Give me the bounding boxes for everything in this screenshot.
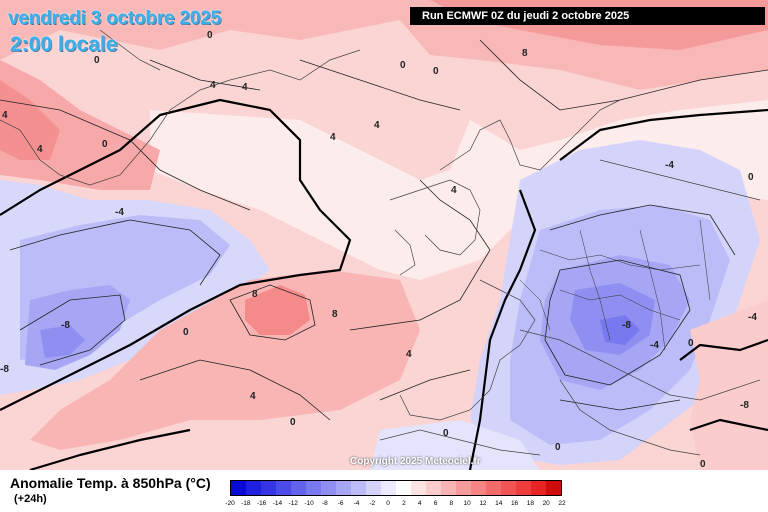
scale-swatch bbox=[456, 481, 471, 495]
scale-swatch bbox=[471, 481, 486, 495]
contour-label: 4 bbox=[210, 80, 216, 91]
scale-swatch bbox=[306, 481, 321, 495]
parameter-title: Anomalie Temp. à 850hPa (°C) bbox=[10, 475, 211, 491]
scale-label: -12 bbox=[288, 500, 298, 507]
scale-label: 18 bbox=[526, 500, 534, 507]
color-scale-labels: -20 -18 -16 -14 -12 -10 -8 -6 -4 -2 0 2 4 6 8 10 12 14 16 1… bbox=[225, 500, 570, 510]
contour-label: 0 bbox=[183, 327, 189, 338]
contour-label: -8 bbox=[740, 400, 749, 411]
scale-swatch bbox=[246, 481, 261, 495]
scale-swatch bbox=[501, 481, 516, 495]
contour-label: 0 bbox=[748, 172, 754, 183]
scale-label: 4 bbox=[417, 500, 422, 507]
scale-swatch bbox=[276, 481, 291, 495]
contour-label: 0 bbox=[700, 459, 706, 470]
scale-label: 0 bbox=[386, 500, 390, 507]
scale-label: 14 bbox=[495, 500, 503, 507]
run-banner: Run ECMWF 0Z du jeudi 2 octobre 2025 bbox=[410, 7, 765, 25]
color-scale bbox=[230, 480, 562, 496]
forecast-date: vendredi 3 octobre 2025 bbox=[8, 8, 221, 29]
contour-label: 0 bbox=[94, 55, 100, 66]
temperature-anomaly-map: 0 0 0 0 4 4 4 4 4 4 4 4 4 -4 -4 -4 -4 -8… bbox=[0, 0, 768, 470]
scale-swatch bbox=[396, 481, 411, 495]
scale-swatch bbox=[291, 481, 306, 495]
scale-label: 16 bbox=[510, 500, 519, 507]
lead-time: (+24h) bbox=[14, 493, 47, 505]
scale-swatch bbox=[366, 481, 381, 495]
contour-label: 4 bbox=[2, 110, 8, 121]
contour-label: -4 bbox=[665, 160, 674, 171]
contour-label: 4 bbox=[374, 120, 380, 131]
contour-label: 0 bbox=[433, 66, 439, 77]
contour-label: -4 bbox=[748, 312, 757, 323]
contour-label: -4 bbox=[650, 340, 659, 351]
contour-label: 8 bbox=[252, 289, 258, 300]
contour-label: 0 bbox=[290, 417, 296, 428]
scale-label: 6 bbox=[433, 500, 438, 507]
copyright: Copyright 2025 Meteociel.fr bbox=[350, 456, 481, 467]
scale-label: -18 bbox=[241, 500, 251, 507]
contour-label: -4 bbox=[115, 207, 124, 218]
contour-label: 4 bbox=[330, 132, 336, 143]
contour-label: -8 bbox=[0, 364, 9, 375]
contour-label: 8 bbox=[522, 48, 528, 59]
contour-label: 0 bbox=[102, 139, 108, 150]
scale-label: 20 bbox=[542, 500, 550, 507]
scale-label: -2 bbox=[369, 500, 376, 507]
forecast-time: 2:00 locale bbox=[10, 33, 118, 56]
scale-label: -20 bbox=[225, 500, 235, 507]
scale-swatch bbox=[546, 481, 561, 495]
scale-swatch bbox=[531, 481, 546, 495]
scale-label: 8 bbox=[449, 500, 454, 507]
scale-label: 22 bbox=[558, 500, 566, 507]
scale-label: 12 bbox=[479, 500, 487, 507]
contour-label: 8 bbox=[332, 309, 338, 320]
scale-swatch bbox=[231, 481, 246, 495]
contour-label: 4 bbox=[250, 391, 256, 402]
contour-label: -8 bbox=[61, 320, 70, 331]
scale-swatch bbox=[351, 481, 366, 495]
scale-swatch bbox=[336, 481, 351, 495]
scale-swatch bbox=[486, 481, 501, 495]
scale-swatch bbox=[381, 481, 396, 495]
scale-swatch bbox=[321, 481, 336, 495]
scale-swatch bbox=[426, 481, 441, 495]
scale-label: -4 bbox=[353, 500, 360, 507]
contour-label: 0 bbox=[555, 442, 561, 453]
contour-label: 0 bbox=[207, 30, 213, 41]
scale-label: -16 bbox=[256, 500, 267, 507]
scale-label: 2 bbox=[402, 500, 406, 507]
scale-label: -10 bbox=[304, 500, 314, 507]
contour-label: 4 bbox=[242, 82, 248, 93]
scale-label: -14 bbox=[272, 500, 283, 507]
contour-label: 4 bbox=[451, 185, 457, 196]
scale-swatch bbox=[516, 481, 531, 495]
scale-label: -8 bbox=[321, 500, 328, 507]
scale-swatch bbox=[441, 481, 456, 495]
scale-swatch bbox=[261, 481, 276, 495]
scale-swatch bbox=[411, 481, 426, 495]
contour-label: 4 bbox=[406, 349, 412, 360]
contour-label: 0 bbox=[400, 60, 406, 71]
contour-label: 0 bbox=[688, 338, 694, 349]
contour-label: 0 bbox=[443, 428, 449, 439]
contour-label: -8 bbox=[622, 320, 631, 331]
scale-label: 10 bbox=[463, 500, 471, 507]
contour-label: 4 bbox=[37, 144, 43, 155]
scale-label: -6 bbox=[337, 500, 344, 507]
